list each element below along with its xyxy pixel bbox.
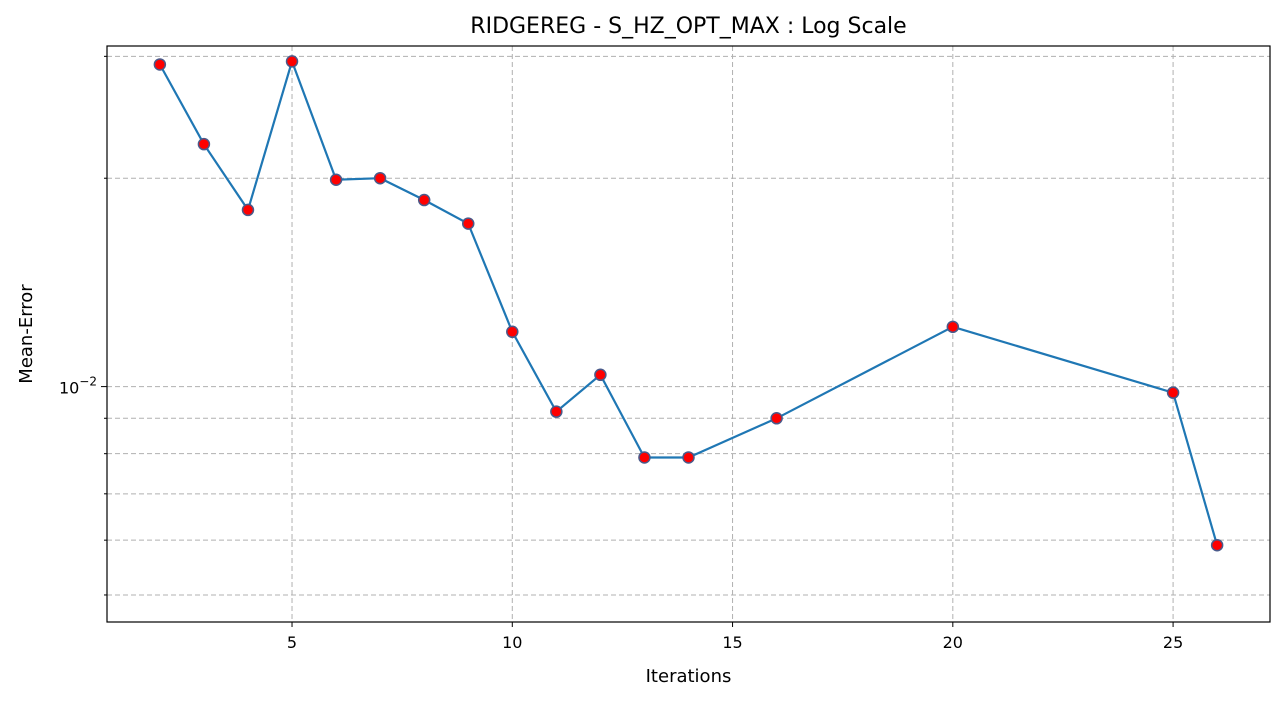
data-point [550,405,563,418]
data-point [1210,538,1224,552]
series-line [158,57,1219,546]
chart-title: RIDGEREG - S_HZ_OPT_MAX : Log Scale [470,14,906,39]
x-tick-label: 5 [287,633,297,652]
data-point [285,55,299,68]
data-point [153,58,167,71]
x-tick-label: 25 [1163,633,1183,652]
y-tick-label: 10−2 [59,375,97,398]
data-point [1166,386,1180,399]
data-point [682,451,695,464]
data-point [946,320,960,334]
x-tick-label: 10 [502,633,522,652]
tick-layer: 5 10 15 20 25 10−2 [59,55,1183,652]
data-point [594,368,607,382]
data-point [241,203,255,217]
plot-frame [106,45,1271,623]
x-axis-label: Iterations [646,666,732,687]
data-point [506,325,519,339]
x-tick-label: 15 [722,633,742,652]
y-axis-label: Mean-Error [16,284,37,384]
data-point [373,171,387,185]
data-point [417,193,431,207]
data-point [638,451,651,464]
data-point [461,217,475,230]
series-layer [153,55,1224,552]
data-point [197,137,211,151]
data-point [770,412,783,425]
data-point [329,173,343,186]
x-tick-label: 20 [943,633,963,652]
grid-layer [107,46,1270,622]
